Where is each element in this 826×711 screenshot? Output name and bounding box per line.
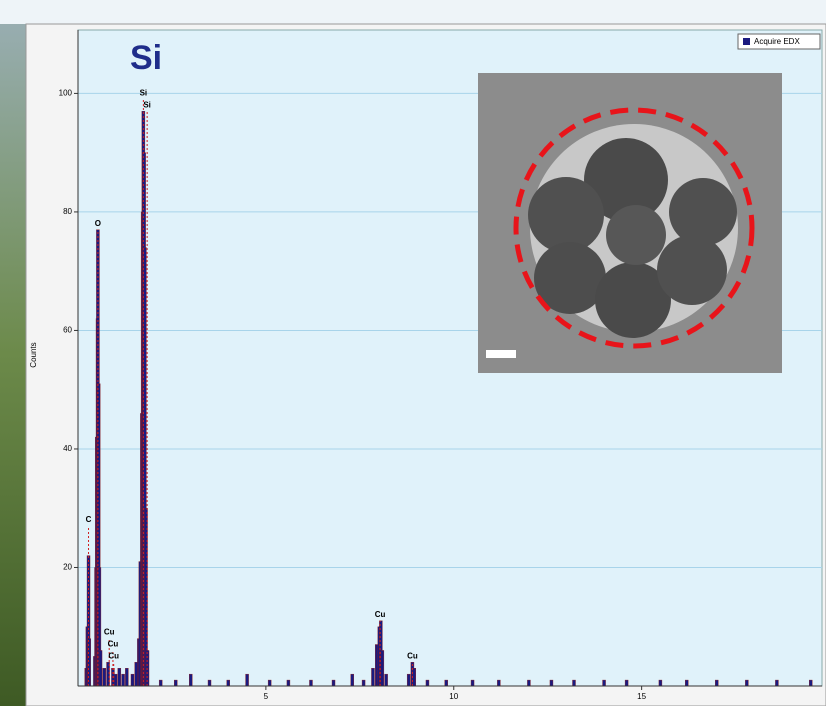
y-tick-label: 40 (63, 444, 72, 453)
spectrum-bar (121, 673, 125, 687)
chart-title: Si (130, 39, 162, 77)
x-tick-label: 5 (264, 692, 269, 701)
top-strip (0, 0, 826, 24)
y-tick-label: 100 (59, 89, 73, 98)
spectrum-bar (189, 673, 193, 687)
spectrum-bar (130, 673, 135, 687)
particle-core (606, 205, 666, 265)
y-tick-label: 80 (63, 207, 72, 216)
particle-core (669, 178, 737, 246)
spectrum-bar (309, 679, 313, 687)
y-tick-label: 60 (63, 326, 72, 335)
spectrum-bar (158, 679, 163, 687)
spectrum-bar (245, 673, 249, 687)
spectrum-bar (125, 668, 129, 687)
x-tick-label: 10 (449, 692, 458, 701)
spectrum-bar (527, 679, 531, 687)
spectrum-bar (98, 650, 103, 687)
spectrum-bar (380, 650, 385, 687)
spectrum-bar (809, 679, 813, 687)
peak-label: Cu (375, 610, 386, 619)
spectrum-bar (602, 679, 606, 687)
spectrum-bar (658, 679, 663, 687)
tem-image (478, 73, 782, 373)
spectrum-bar (572, 679, 576, 687)
spectrum-bar (350, 673, 355, 687)
spectrum-bar (361, 679, 366, 687)
spectrum-bar (425, 679, 430, 687)
spectrum-bar (715, 679, 719, 687)
peak-label: Cu (104, 628, 115, 637)
legend-box (737, 33, 821, 50)
peak-label: Cu (108, 640, 119, 649)
spectrum-bar (444, 679, 448, 687)
spectrum-bar (331, 679, 336, 687)
peak-label: C (86, 515, 92, 524)
spectrum-bar (102, 668, 107, 687)
spectrum-bar (267, 679, 272, 687)
legend-swatch (743, 38, 750, 45)
dashed-circle (513, 107, 755, 349)
y-tick-label: 20 (63, 563, 72, 572)
peak-label: O (95, 219, 101, 228)
spectrum-bar (406, 673, 411, 687)
particle-core (528, 177, 604, 253)
spectrum-bar (497, 679, 501, 687)
peak-label: Cu (108, 651, 119, 660)
x-tick-label: 15 (637, 692, 646, 701)
spectrum-bar (685, 679, 689, 687)
spectrum-bar (173, 679, 178, 687)
particle-core (584, 138, 668, 222)
spectrum-bar (775, 679, 779, 687)
spectrum-bar (207, 679, 212, 687)
spectrum-bar (226, 679, 231, 687)
peak-label: Cu (407, 651, 418, 660)
spectrum-bar (624, 679, 629, 687)
spectrum-bar (412, 668, 417, 687)
peak-label: Si (140, 88, 148, 97)
side-strip (0, 0, 26, 706)
y-axis-label: Counts (29, 342, 38, 367)
particle-core (534, 242, 606, 314)
spectrum-bar (384, 673, 388, 687)
particle-core (657, 235, 727, 305)
particle-core (595, 262, 671, 338)
spectrum-bar (113, 673, 118, 687)
spectrum-bar (470, 679, 475, 687)
peak-label: Si (143, 100, 151, 109)
spectrum-bar (745, 679, 749, 687)
legend-label: Acquire EDX (754, 37, 800, 46)
spectrum-bar (371, 668, 375, 687)
spectrum-bar (117, 668, 122, 687)
spectrum-bar (549, 679, 554, 687)
spectrum-bar (286, 679, 291, 687)
scale-bar (486, 350, 516, 358)
